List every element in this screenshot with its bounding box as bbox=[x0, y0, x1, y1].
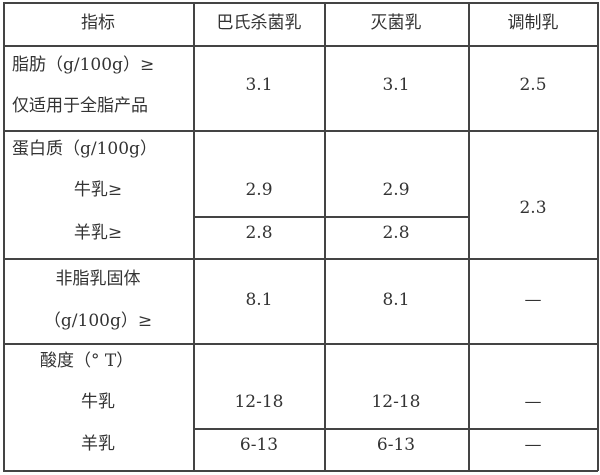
nonfat-solids-sterilized: 8.1 bbox=[382, 290, 410, 310]
acidity-sterilized-cow: 12-18 bbox=[371, 392, 421, 412]
table-border-right bbox=[597, 2, 599, 471]
nonfat-solids-pasteurized: 8.1 bbox=[245, 290, 273, 310]
nonfat-solids-label: 非脂乳固体 bbox=[55, 269, 141, 289]
acidity-modified-cow: — bbox=[524, 392, 542, 412]
sub-row-divider bbox=[193, 428, 598, 430]
protein-sterilized-goat: 2.8 bbox=[382, 223, 410, 243]
acidity-cow-label: 牛乳 bbox=[81, 392, 115, 412]
acidity-pasteurized-cow: 12-18 bbox=[234, 392, 284, 412]
table-border-left bbox=[3, 2, 5, 471]
protein-goat-label: 羊乳≥ bbox=[73, 223, 123, 243]
header-pasteurized-milk: 巴氏杀菌乳 bbox=[216, 13, 302, 33]
row-divider bbox=[3, 343, 598, 345]
acidity-pasteurized-goat: 6-13 bbox=[239, 435, 279, 455]
protein-modified: 2.3 bbox=[519, 198, 547, 218]
table-border-bottom bbox=[3, 470, 598, 472]
fat-note: 仅适用于全脂产品 bbox=[12, 96, 148, 116]
column-divider bbox=[468, 2, 470, 471]
row-divider bbox=[3, 130, 598, 132]
sub-row-divider bbox=[193, 216, 468, 218]
fat-modified: 2.5 bbox=[519, 75, 547, 95]
fat-label: 脂肪（g/100g）≥ bbox=[12, 55, 155, 75]
fat-pasteurized: 3.1 bbox=[245, 75, 273, 95]
acidity-modified-goat: — bbox=[524, 435, 542, 455]
nonfat-solids-unit: （g/100g）≥ bbox=[43, 311, 153, 331]
column-divider bbox=[324, 2, 326, 471]
row-divider bbox=[3, 45, 598, 47]
fat-sterilized: 3.1 bbox=[382, 75, 410, 95]
protein-label: 蛋白质（g/100g） bbox=[12, 139, 157, 159]
acidity-goat-label: 羊乳 bbox=[81, 434, 115, 454]
protein-cow-label: 牛乳≥ bbox=[73, 180, 123, 200]
column-divider bbox=[193, 2, 195, 471]
protein-pasteurized-cow: 2.9 bbox=[245, 180, 273, 200]
header-indicator: 指标 bbox=[81, 13, 115, 33]
protein-sterilized-cow: 2.9 bbox=[382, 180, 410, 200]
nonfat-solids-modified: — bbox=[524, 290, 542, 310]
acidity-label: 酸度（° T） bbox=[40, 351, 134, 371]
row-divider bbox=[3, 258, 598, 260]
header-sterilized-milk: 灭菌乳 bbox=[370, 13, 422, 33]
table-border-top bbox=[3, 2, 598, 4]
header-modified-milk: 调制乳 bbox=[507, 13, 559, 33]
acidity-sterilized-goat: 6-13 bbox=[376, 435, 416, 455]
protein-pasteurized-goat: 2.8 bbox=[245, 223, 273, 243]
